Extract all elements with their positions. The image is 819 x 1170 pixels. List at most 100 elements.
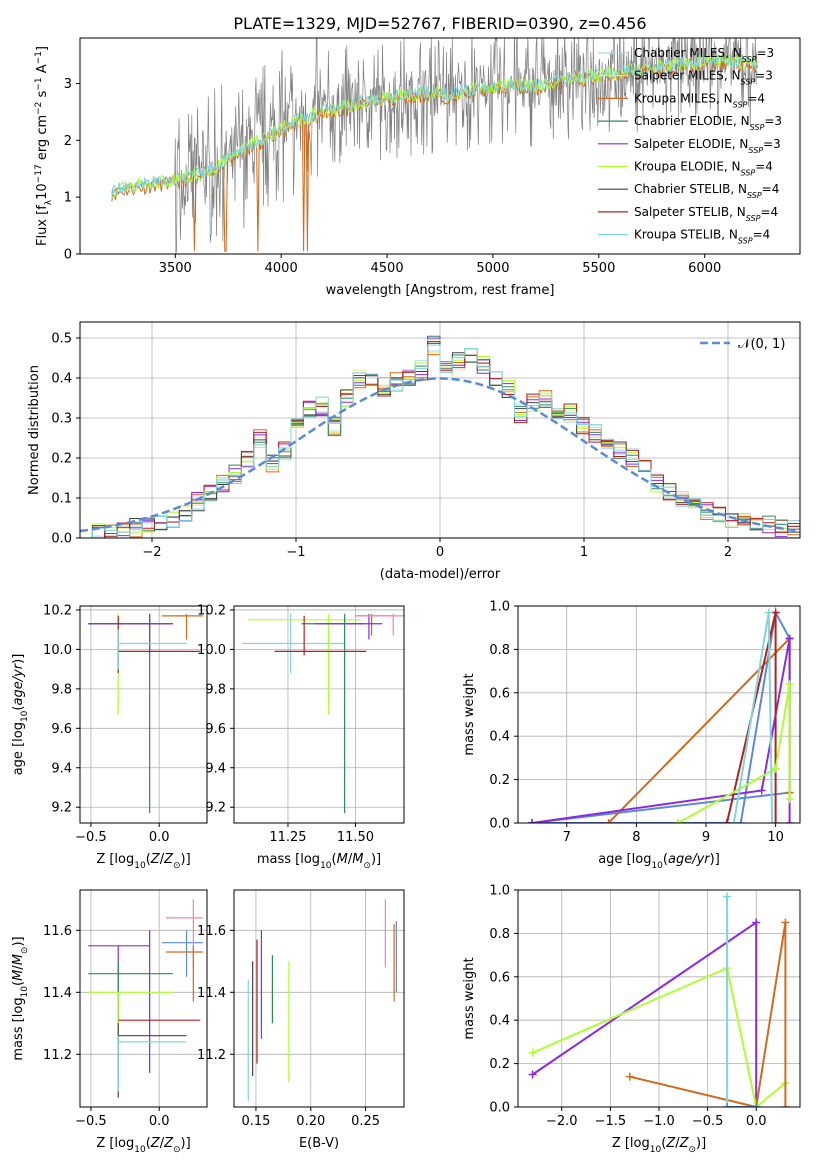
plot-area [247, 899, 397, 1101]
weight-point-marker [729, 819, 738, 823]
legend-label-suffix: =3 [764, 114, 782, 128]
label-part: age [log [598, 852, 651, 867]
plot-area [242, 613, 404, 814]
y-tick-label: 0.0 [489, 817, 510, 832]
y-axis-label: Normed distribution [27, 365, 42, 495]
axes-frame [79, 37, 801, 255]
label-part: / [11, 965, 26, 970]
legend-label-sub: SSP [741, 168, 756, 177]
x-tick-label: 11.25 [269, 830, 306, 845]
label-part: )] [371, 852, 381, 867]
label-part: Z [150, 1136, 161, 1151]
y-axis-label: mass weight [462, 673, 477, 755]
weight-point-marker [674, 819, 683, 823]
weight-point-marker [785, 795, 794, 804]
label-part: ( [11, 706, 26, 711]
normal-curve [80, 377, 800, 533]
label-part: Z [679, 1136, 690, 1151]
legend-label-sub: SSP [746, 213, 761, 222]
label-part: age [log [11, 722, 26, 775]
weight-point-marker [785, 680, 794, 689]
y-tick-label: 0.6 [489, 970, 510, 985]
y-tick-label: 11.2 [197, 1048, 226, 1063]
histogram-series [80, 337, 800, 538]
x-tick-label: 2 [724, 545, 732, 560]
y-tick-label: 9.2 [51, 801, 72, 816]
panel-mass_vs_ebv: 0.15 0.20 0.25 11.2 11.4 11.6 E(B-V) [197, 889, 405, 1151]
y-tick-label: 11.4 [43, 986, 72, 1001]
label-part: λ [44, 199, 54, 205]
y-tick-label: 1 [64, 191, 72, 206]
weight-point-marker [528, 1070, 537, 1079]
label-part: ⊙ [173, 861, 181, 871]
y-tick-label: 0.4 [51, 372, 72, 387]
weight-series-line [531, 609, 791, 823]
label-part: ( [11, 981, 26, 986]
y-tick-label: 1.0 [489, 884, 510, 899]
label-part: 10 [651, 861, 663, 871]
axes-frame [79, 605, 208, 824]
label-part: )] [11, 654, 26, 664]
label-part: age/yr [668, 852, 711, 867]
label-part: ⊙ [173, 1145, 181, 1155]
y-tick-label: 0.4 [489, 730, 510, 745]
legend-label-main: Kroupa STELIB, N [634, 228, 738, 242]
x-tick-label: 7 [563, 830, 571, 845]
label-part: / [160, 852, 165, 867]
legend-label-suffix: =4 [747, 91, 765, 105]
weight-point-marker [781, 918, 790, 927]
label-part: Z [163, 1136, 174, 1151]
label-part: 10 [134, 1145, 146, 1155]
x-axis-label: wavelength [Angstrom, rest frame] [326, 283, 555, 298]
label-part: )] [11, 936, 26, 946]
x-tick-label: 1 [580, 545, 588, 560]
label-part: ] [35, 46, 50, 51]
label-part: )] [696, 1136, 706, 1151]
label-part: mass [log [11, 997, 26, 1060]
y-tick-label: 9.2 [205, 801, 226, 816]
legend-label: Kroupa STELIB, NSSP=4 [634, 228, 770, 246]
label-part: Z [665, 1136, 676, 1151]
legend-label: Chabrier ELODIE, NSSP=3 [634, 114, 782, 132]
x-tick-label: 0.0 [149, 1114, 170, 1129]
x-tick-label: −0.5 [75, 1114, 107, 1129]
x-tick-label: 6000 [688, 261, 721, 276]
histogram-series [80, 348, 800, 538]
weight-point-marker [723, 1103, 732, 1107]
label-part: 10 [20, 710, 30, 722]
legend-label-sub: SSP [741, 77, 756, 86]
label-part: / [160, 1136, 165, 1151]
weight-series-line [531, 638, 791, 823]
y-tick-label: 3 [64, 77, 72, 92]
label-part: erg cm [35, 115, 50, 164]
legend-label-suffix: =3 [763, 137, 781, 151]
weight-series-line [677, 683, 791, 823]
label-part: ⊙ [20, 947, 30, 955]
legend-label: Salpeter ELODIE, NSSP=3 [634, 137, 781, 155]
x-tick-label: −0.5 [692, 1114, 724, 1129]
x-axis-label: Z [log10(Z/Z⊙)] [96, 852, 190, 871]
y-tick-label: 9.8 [51, 682, 72, 697]
label-part: ⊙ [688, 1145, 696, 1155]
label-part: / [675, 1136, 680, 1151]
legend-label: Kroupa MILES, NSSP=4 [634, 91, 765, 109]
label-part: M [11, 970, 26, 981]
panel-age_vs_mass: 11.25 11.50 9.2 9.4 9.6 9.8 10.0 10.2 mass [log1… [197, 603, 405, 871]
label-part: 10 [20, 986, 30, 998]
x-tick-label: 5000 [476, 261, 509, 276]
label-part: ( [146, 1136, 151, 1151]
axes-frame [517, 605, 801, 824]
x-tick-label: 0 [436, 545, 444, 560]
weight-point-marker [722, 819, 731, 823]
y-tick-label: 11.4 [197, 986, 226, 1001]
label-part: )] [181, 852, 191, 867]
y-axis-label: mass weight [462, 957, 477, 1039]
x-axis-label: E(B-V) [299, 1136, 339, 1151]
y-axis-label: age [log10(age/yr)] [11, 654, 30, 776]
x-axis-label: Z [log10(Z/Z⊙)] [96, 1136, 190, 1155]
plot-area [528, 892, 790, 1107]
weight-point-marker [771, 608, 780, 617]
y-tick-label: 11.2 [43, 1048, 72, 1063]
weight-point-marker [736, 819, 745, 823]
legend-label-main: Kroupa MILES, N [634, 91, 733, 105]
